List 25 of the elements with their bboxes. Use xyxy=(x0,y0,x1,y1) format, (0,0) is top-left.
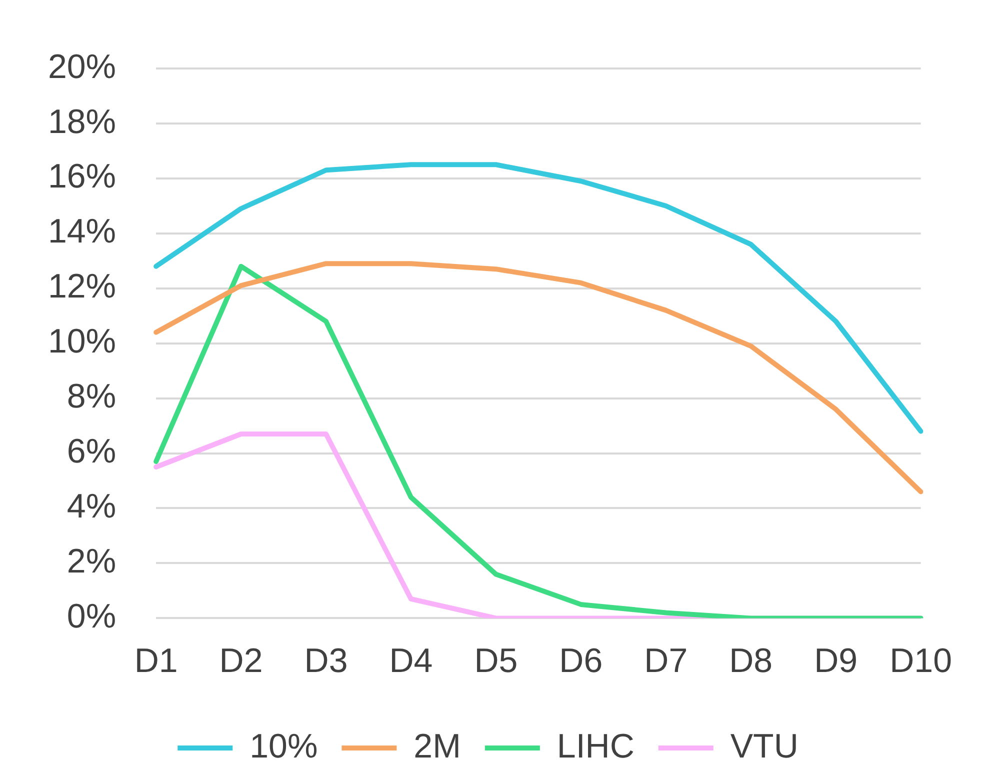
legend-label: LIHC xyxy=(556,727,634,766)
y-tick-label: 6% xyxy=(66,432,116,471)
legend-label: 10% xyxy=(250,727,318,766)
x-tick-label: D3 xyxy=(304,642,348,680)
y-tick-label: 16% xyxy=(48,158,116,196)
x-tick-label: D2 xyxy=(219,642,263,680)
legend-label: 2M xyxy=(414,727,461,766)
x-tick-label: D6 xyxy=(559,642,603,680)
x-tick-label: D9 xyxy=(814,642,858,680)
y-tick-label: 20% xyxy=(48,48,116,86)
y-tick-label: 8% xyxy=(66,378,116,416)
y-tick-label: 12% xyxy=(48,268,116,306)
y-tick-label: 18% xyxy=(48,102,116,141)
y-tick-label: 2% xyxy=(66,542,116,581)
y-tick-label: 4% xyxy=(66,488,116,526)
y-tick-label: 10% xyxy=(48,322,116,361)
legend-label: VTU xyxy=(730,727,798,766)
x-tick-label: D8 xyxy=(729,642,773,680)
x-tick-label: D1 xyxy=(134,642,178,680)
x-tick-label: D5 xyxy=(474,642,518,680)
x-tick-label: D10 xyxy=(890,642,952,680)
y-tick-label: 0% xyxy=(66,598,116,636)
x-tick-label: D4 xyxy=(389,642,433,680)
y-tick-label: 14% xyxy=(48,212,116,251)
x-tick-label: D7 xyxy=(644,642,688,680)
